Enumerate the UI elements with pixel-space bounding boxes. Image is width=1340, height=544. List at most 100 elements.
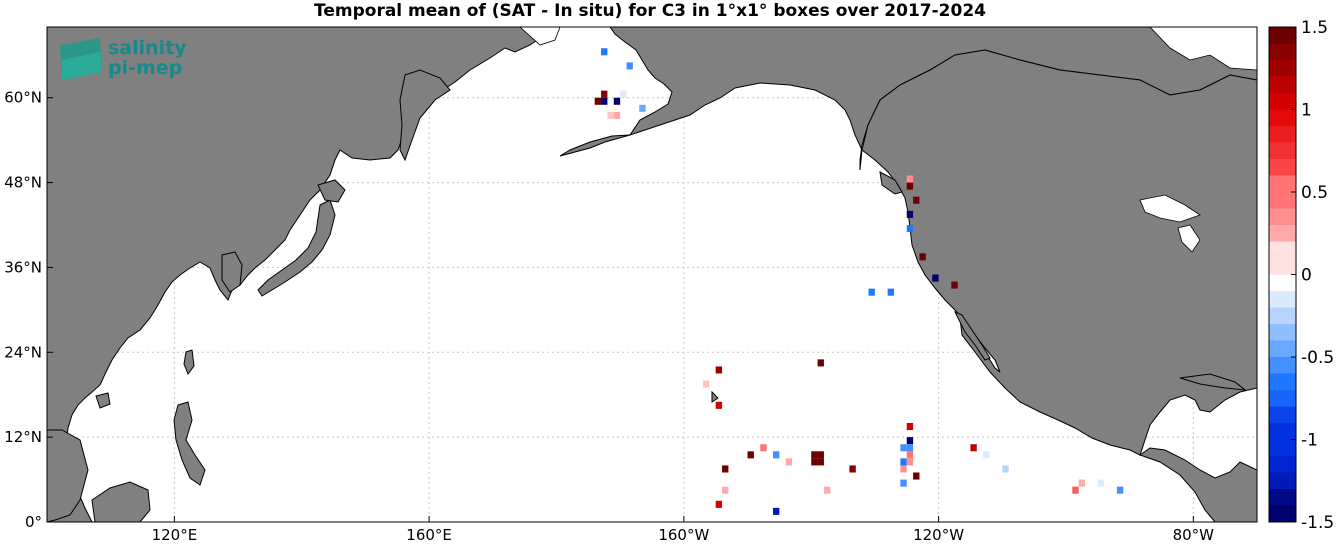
heatmap-cell-4 xyxy=(601,97,608,105)
colorbar-segment-8 xyxy=(1269,159,1296,176)
colorbar-segment-22 xyxy=(1269,390,1296,407)
heatmap-cell-54 xyxy=(1116,486,1124,494)
colorbar-label-2: 0.5 xyxy=(1301,183,1328,203)
logo-text-line1: salinity xyxy=(108,37,187,59)
heatmap-cell-18 xyxy=(868,288,875,296)
heatmap-cell-52 xyxy=(1072,486,1079,494)
land-japan xyxy=(257,199,336,297)
colorbar-segment-20 xyxy=(1269,357,1296,374)
colorbar-segment-19 xyxy=(1269,340,1296,358)
heatmap-cell-7 xyxy=(607,111,614,119)
y-tick-label-5: 60°N xyxy=(4,89,42,107)
land-kamchatka xyxy=(399,69,451,162)
heatmap-cell-32 xyxy=(913,472,920,480)
colorbar-label-4: -0.5 xyxy=(1301,348,1334,368)
colorbar-segment-29 xyxy=(1269,505,1296,523)
heatmap-cell-36 xyxy=(773,451,780,459)
heatmap-cell-51 xyxy=(1078,479,1086,487)
heatmap-cell-46 xyxy=(823,486,831,494)
heatmap-cell-15 xyxy=(919,253,926,261)
heatmap-cell-6 xyxy=(620,90,627,98)
heatmap-cell-17 xyxy=(951,281,958,289)
x-tick-label-3: 120°W xyxy=(913,526,964,544)
colorbar-segment-7 xyxy=(1269,142,1296,160)
heatmap-cell-48 xyxy=(970,444,977,452)
colorbar-segment-2 xyxy=(1269,60,1296,77)
heatmap-cell-11 xyxy=(906,182,914,190)
heatmap-cell-45 xyxy=(715,500,723,508)
heatmap-cell-42 xyxy=(849,465,856,473)
y-tick-label-0: 0° xyxy=(25,513,42,531)
heatmap-cell-19 xyxy=(887,288,894,296)
land-vancouver-island xyxy=(879,171,903,195)
x-tick-label-4: 80°W xyxy=(1173,526,1215,544)
heatmap-cell-26 xyxy=(906,444,914,452)
logo-mark-shade xyxy=(62,52,102,80)
heatmap-cell-49 xyxy=(983,451,990,459)
heatmap-cell-34 xyxy=(760,444,767,452)
colorbar-segment-21 xyxy=(1269,373,1296,391)
chart-title: Temporal mean of (SAT - In situ) for C3 … xyxy=(314,1,986,21)
heatmap-cell-30 xyxy=(906,458,914,466)
colorbar-segment-15 xyxy=(1269,274,1296,292)
x-tick-label-0: 120°E xyxy=(152,526,198,544)
colorbar-segment-16 xyxy=(1269,291,1296,308)
colorbar-segment-14 xyxy=(1269,258,1296,275)
heatmap-cell-14 xyxy=(906,225,914,233)
land-central-america xyxy=(1138,447,1257,522)
heatmap-cell-3 xyxy=(601,90,608,98)
colorbar-label-0: 1.5 xyxy=(1301,18,1328,38)
colorbar-segment-26 xyxy=(1269,456,1296,473)
colorbar-label-3: 0 xyxy=(1301,266,1312,286)
lake-michigan xyxy=(1177,224,1201,253)
heatmap-cell-10 xyxy=(906,175,914,183)
land-indochina xyxy=(47,429,89,522)
heatmap-cell-2 xyxy=(594,97,602,105)
colorbar-segment-17 xyxy=(1269,307,1296,325)
land-hawaii xyxy=(711,390,719,403)
colorbar-segment-3 xyxy=(1269,76,1296,94)
heatmap-cell-41 xyxy=(817,458,824,466)
heatmap-cell-23 xyxy=(817,359,824,367)
lakes xyxy=(519,27,1257,253)
heatmap-cell-53 xyxy=(1097,479,1105,487)
colorbar-segment-0 xyxy=(1269,27,1296,44)
heatmap-cell-33 xyxy=(900,479,907,487)
x-tick-labels: 120°E 160°E 160°W 120°W 80°W xyxy=(152,516,1215,544)
y-tick-label-3: 36°N xyxy=(4,258,42,276)
land-masses xyxy=(47,27,1257,522)
colorbar-segment-27 xyxy=(1269,472,1296,490)
heatmap-cell-9 xyxy=(639,104,646,112)
land-borneo xyxy=(91,481,151,522)
heatmap-cells xyxy=(594,48,1124,515)
land-alaska-peninsula xyxy=(559,134,631,157)
heatmap-cell-43 xyxy=(722,465,729,473)
colorbar-segment-12 xyxy=(1269,225,1296,242)
colorbar-segment-4 xyxy=(1269,93,1296,110)
heatmap-cell-1 xyxy=(626,62,633,70)
heatmap-cell-31 xyxy=(900,465,907,473)
heatmap-cell-20 xyxy=(715,366,723,374)
heatmap-cell-8 xyxy=(613,111,621,119)
y-tick-labels: 0° 12°N 24°N 36°N 48°N 60°N xyxy=(4,89,53,531)
heatmap-cell-13 xyxy=(906,210,914,218)
heatmap-cell-29 xyxy=(900,458,907,466)
land-baja xyxy=(953,311,991,361)
land-hainan xyxy=(95,392,111,409)
colorbar-segment-11 xyxy=(1269,208,1296,226)
land-philippines xyxy=(173,401,206,486)
colorbar-label-1: 1 xyxy=(1301,101,1312,121)
heatmap-cell-16 xyxy=(932,274,939,282)
heatmap-cell-44 xyxy=(722,486,729,494)
heatmap-cell-40 xyxy=(811,458,818,466)
heatmap-cell-28 xyxy=(906,451,914,459)
logo-text-line2: pi-mep xyxy=(108,57,182,79)
colorbar-segment-13 xyxy=(1269,241,1296,259)
colorbar xyxy=(1268,26,1297,523)
heatmap-cell-25 xyxy=(906,437,914,445)
heatmap-cell-39 xyxy=(817,451,824,459)
heatmap-cell-0 xyxy=(601,48,608,56)
colorbar-segment-25 xyxy=(1269,439,1296,457)
x-tick-label-1: 160°E xyxy=(406,526,452,544)
